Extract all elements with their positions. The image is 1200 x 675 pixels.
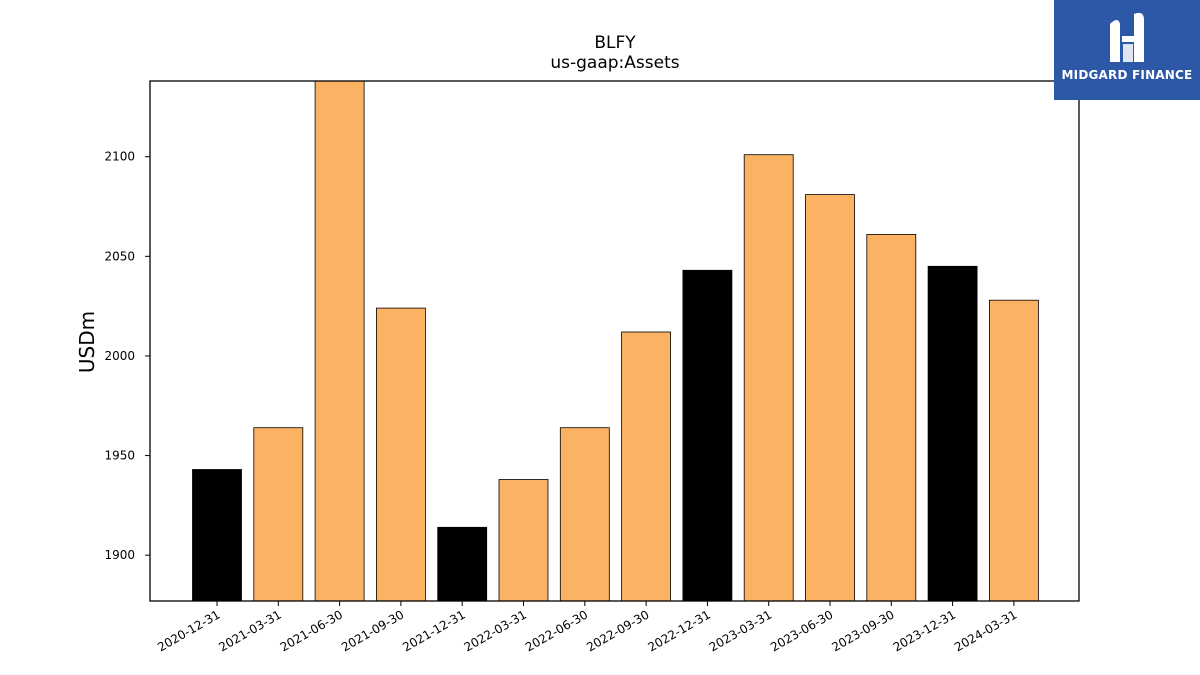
bar-2022-06-30 (559, 427, 610, 602)
x-tick-label: 2021-09-30 (339, 607, 406, 654)
bar-2022-12-31 (682, 269, 733, 602)
y-tick-label: 2050 (104, 249, 135, 263)
bar-2021-06-30 (314, 80, 365, 602)
x-ticks-group: 2020-12-312021-03-312021-06-302021-09-30… (155, 601, 1019, 654)
x-tick-label: 2023-06-30 (768, 607, 835, 654)
y-ticks-group: 1900 1950 2000 2050 2100 (104, 150, 150, 562)
x-tick-label: 2022-09-30 (584, 607, 651, 654)
x-tick-label: 2022-06-30 (523, 607, 590, 654)
bar-2024-03-31 (989, 299, 1039, 602)
x-tick-label: 2020-12-31 (155, 607, 222, 654)
x-tick-label: 2021-03-31 (216, 607, 283, 654)
bar-2021-12-31 (437, 526, 488, 602)
y-axis-label: USDm (75, 311, 99, 373)
logo-mark-icon (1110, 12, 1144, 62)
chart-subtitle: us-gaap:Assets (550, 53, 679, 73)
logo-text: MIDGARD FINANCE (1061, 68, 1193, 82)
x-tick-label: 2022-03-31 (462, 607, 529, 654)
bar-2023-12-31 (927, 265, 978, 602)
bar-2022-03-31 (498, 479, 549, 602)
bar-2021-03-31 (253, 427, 304, 602)
bar-2023-09-30 (866, 233, 917, 602)
bar-2021-09-30 (375, 307, 426, 602)
bar-2020-12-31 (192, 469, 242, 602)
x-tick-label: 2023-09-30 (829, 607, 896, 654)
y-tick-label: 2000 (104, 349, 135, 363)
bars-group (192, 80, 1039, 602)
bar-2023-06-30 (805, 194, 855, 602)
x-tick-label: 2023-03-31 (707, 607, 774, 654)
bar-2022-09-30 (621, 331, 671, 602)
y-tick-label: 2100 (104, 150, 135, 164)
x-tick-label: 2022-12-31 (645, 607, 712, 654)
x-tick-label: 2021-12-31 (400, 607, 467, 654)
bar-2023-03-31 (743, 154, 794, 602)
y-tick-label: 1900 (104, 548, 135, 562)
x-tick-label: 2023-12-31 (891, 607, 958, 654)
x-tick-label: 2021-06-30 (278, 607, 345, 654)
y-tick-label: 1950 (104, 449, 135, 463)
plot-frame (149, 80, 1080, 602)
x-tick-label: 2024-03-31 (952, 607, 1019, 654)
midgard-finance-logo: MIDGARD FINANCE (1054, 0, 1200, 100)
chart-title: BLFY (594, 33, 636, 53)
